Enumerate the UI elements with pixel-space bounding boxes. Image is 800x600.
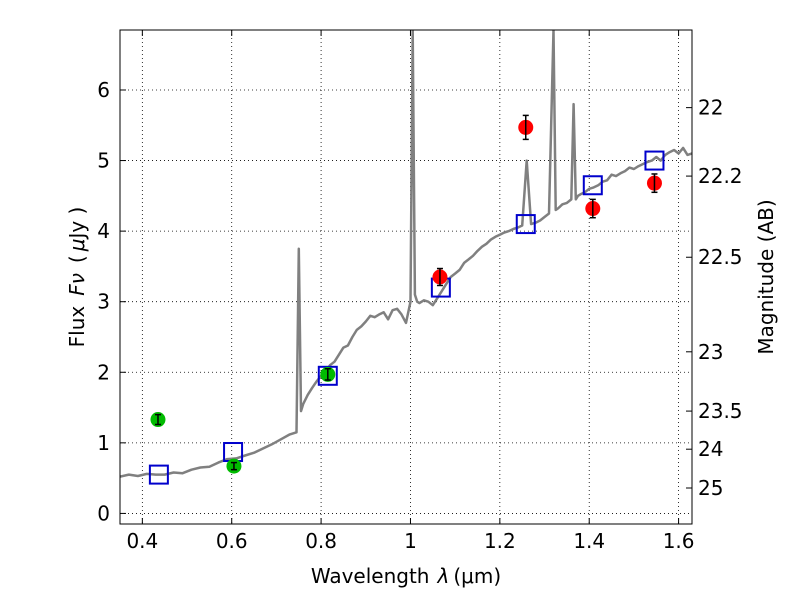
y2-tick-label: 24 [698,437,723,461]
y-tick-label: 6 [97,78,110,102]
model-square-point [644,150,665,171]
x-tick-label: 1.4 [573,529,605,553]
model-square-point [582,175,603,196]
grid-lines [120,30,692,524]
y2-tick-label: 22 [698,96,723,120]
y2-tick-label: 22.2 [698,164,743,188]
plot-frame [119,29,693,525]
axis-ticks: 0.4 0.6 0.8 1 1.2 1.4 1.601234562222.222.52323… [97,30,743,553]
x-tick-label: 1.2 [484,529,516,553]
y-tick-label: 0 [97,501,110,525]
spectrum-line [120,30,692,478]
y2-tick-label: 22.5 [698,245,743,269]
plot-area [120,30,692,485]
x-tick-label: 0.8 [305,529,337,553]
y-tick-label: 2 [97,360,110,384]
y-axis-label: FluxFν(μJy ) [65,207,89,348]
y2-tick-label: 23 [698,340,723,364]
y-tick-label: 1 [97,431,110,455]
model-square-point [317,365,338,386]
y-tick-label: 5 [97,149,110,173]
x-tick-label: 0.4 [126,529,158,553]
y2-tick-label: 25 [698,476,723,500]
y2-axis-label: Magnitude (AB) [754,199,778,354]
y2-tick-label: 23.5 [698,399,743,423]
x-axis-label: Wavelength λ (μm) [311,564,501,588]
model-square-point [515,214,536,235]
x-tick-label: 1 [404,529,417,553]
x-tick-label: 0.6 [216,529,248,553]
y-tick-label: 3 [97,290,110,314]
x-tick-label: 1.6 [663,529,695,553]
model-square-point [148,464,169,485]
y-tick-label: 4 [97,219,110,243]
